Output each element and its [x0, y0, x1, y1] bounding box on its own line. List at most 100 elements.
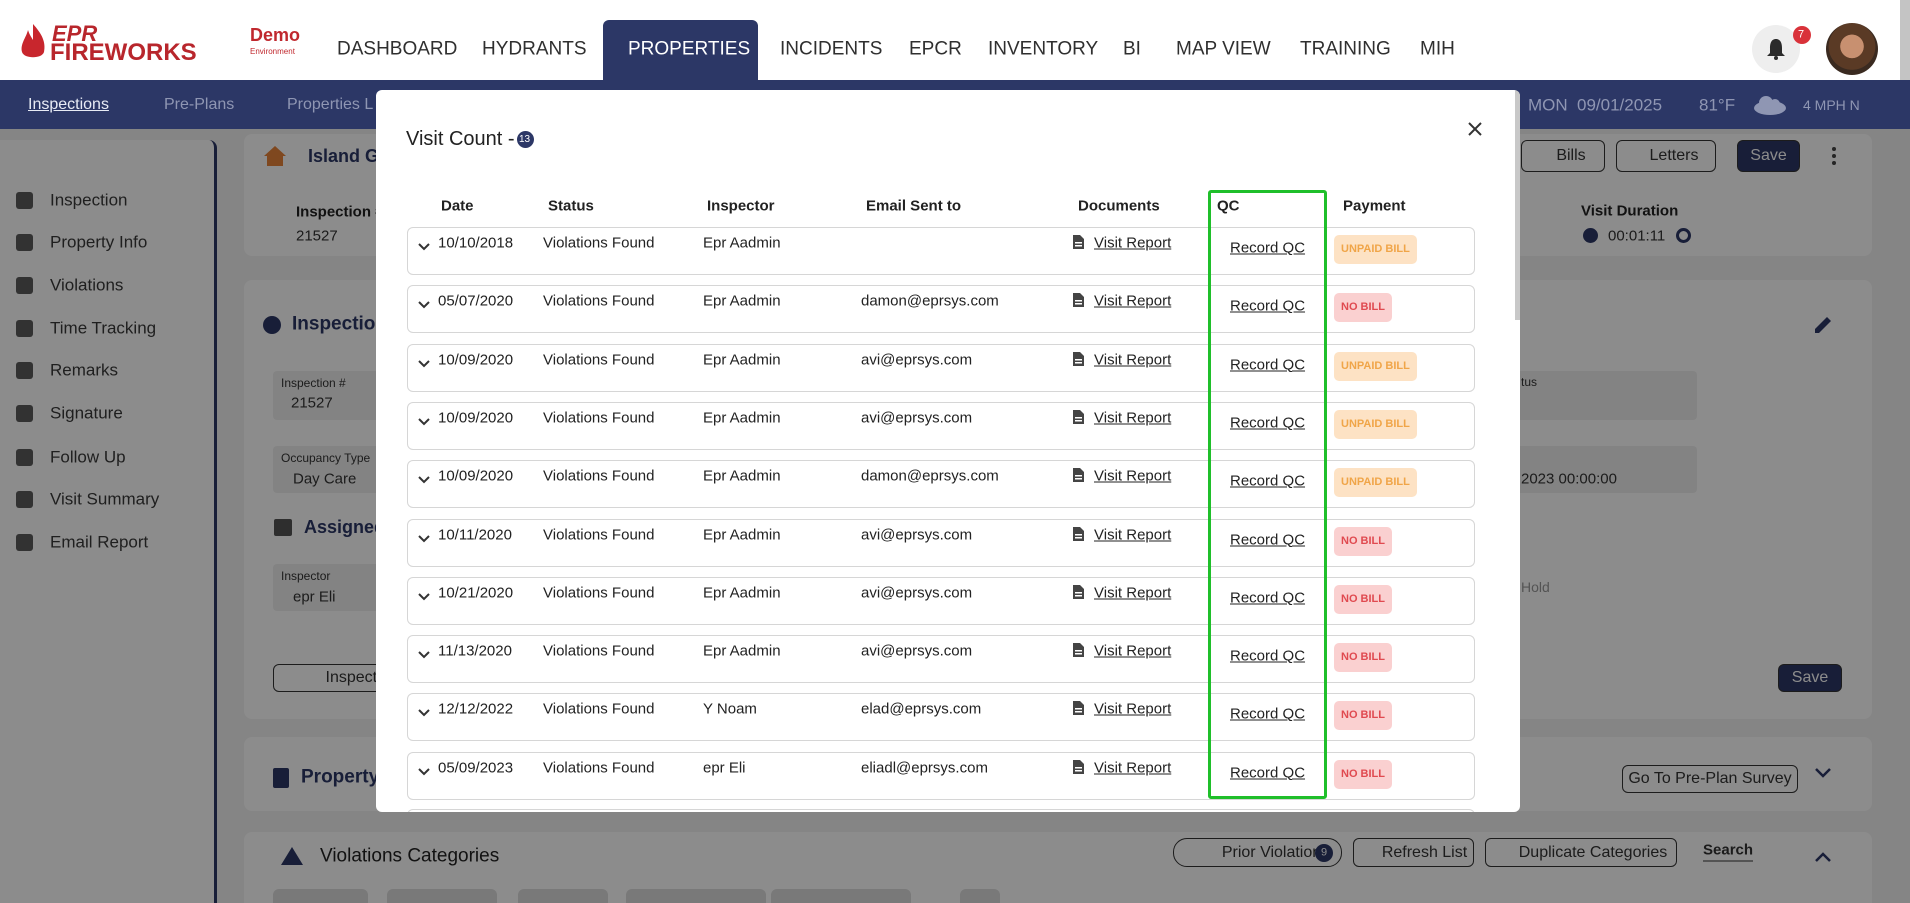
document-icon-svg — [1073, 526, 1084, 541]
tab-pill — [960, 889, 1000, 903]
sidebar-item[interactable]: Violations — [50, 275, 124, 295]
record-qc-link[interactable]: Record QC — [1230, 705, 1306, 723]
subnav-item[interactable]: Inspections — [28, 96, 109, 113]
record-qc-link[interactable]: Record QC — [1230, 647, 1306, 665]
avatar[interactable] — [1826, 23, 1878, 75]
save-button[interactable]: Save — [1778, 664, 1842, 692]
payment-badge: UNPAID BILL — [1334, 235, 1417, 264]
record-qc-link[interactable]: Record QC — [1230, 297, 1306, 315]
document-icon-svg — [1073, 759, 1084, 774]
visit-report-link[interactable]: Visit Report — [1094, 584, 1172, 602]
row-expand[interactable] — [417, 356, 431, 368]
row-expand[interactable] — [417, 589, 431, 601]
nav-item[interactable]: INVENTORY — [988, 38, 1099, 60]
record-qc-link[interactable]: Record QC — [1230, 472, 1306, 490]
save-button[interactable]: Save — [1737, 140, 1800, 172]
payment-status: UNPAID BILL — [1341, 417, 1410, 430]
nav-item[interactable]: BI — [1123, 38, 1141, 60]
row-expand[interactable] — [417, 531, 431, 542]
row-status: Violations Found — [543, 234, 655, 252]
visit-report-link[interactable]: Visit Report — [1094, 467, 1172, 485]
letters-button-label: Letters — [1649, 147, 1699, 164]
record-qc-link[interactable]: Record QC — [1230, 531, 1306, 548]
sidebar-item[interactable]: Time Tracking — [50, 318, 157, 338]
row-date: 05/09/2023 — [438, 759, 514, 777]
document-icon — [1073, 351, 1084, 366]
warning-icon-svg — [281, 847, 303, 865]
row-expand[interactable] — [417, 705, 431, 717]
visit-report-link[interactable]: Visit Report — [1094, 292, 1172, 310]
payment-status: NO BILL — [1341, 767, 1385, 780]
row-expand[interactable] — [417, 647, 431, 659]
sidebar-icon — [16, 491, 33, 508]
row-expand[interactable] — [417, 297, 431, 309]
nav-item[interactable]: PROPERTIES — [628, 38, 751, 60]
visit-report-link[interactable]: Visit Report — [1094, 642, 1172, 660]
chevron-down — [1814, 766, 1832, 778]
row-status: Violations Found — [543, 642, 655, 660]
record-qc-link[interactable]: Record QC — [1230, 764, 1306, 782]
visit-report-link[interactable]: Visit Report — [1094, 700, 1172, 718]
sidebar-item[interactable]: Visit Summary — [50, 489, 160, 509]
row-expand[interactable] — [417, 472, 431, 484]
sidebar-item[interactable]: Email Report — [50, 532, 149, 552]
row-expand[interactable] — [417, 764, 431, 776]
pre-plan-button[interactable]: Go To Pre-Plan Survey — [1622, 765, 1798, 793]
table-row — [407, 751, 1475, 800]
row-email: avi@eprsys.com — [861, 584, 973, 602]
row-inspector: epr Eli — [703, 759, 746, 777]
record-qc-link[interactable]: Record QC — [1230, 589, 1306, 607]
row-date: 10/11/2020 — [438, 526, 512, 543]
sidebar-item[interactable]: Remarks — [50, 360, 119, 380]
sidebar-item[interactable]: Property Info — [50, 232, 148, 252]
row-inspector: Epr Aadmin — [703, 351, 781, 369]
document-icon — [1073, 409, 1084, 424]
record-qc-link[interactable]: Record QC — [1230, 414, 1306, 432]
field-value: epr Eli — [293, 588, 336, 606]
letters-button[interactable]: Letters — [1616, 140, 1716, 172]
bills-button[interactable]: Bills — [1521, 140, 1605, 172]
row-expand-svg — [418, 767, 430, 776]
visit-report-link[interactable]: Visit Report — [1094, 526, 1172, 543]
nav-item[interactable]: HYDRANTS — [482, 38, 587, 60]
search-link[interactable]: Search — [1703, 843, 1754, 862]
nav-item[interactable]: MAP VIEW — [1176, 38, 1271, 60]
row-expand-svg — [418, 709, 430, 717]
subnav-item[interactable]: Properties L — [287, 96, 374, 113]
visit-report-link[interactable]: Visit Report — [1094, 409, 1172, 427]
sidebar-icon — [16, 449, 33, 466]
nav-item[interactable]: TRAINING — [1300, 38, 1391, 60]
nav-item[interactable]: EPCR — [909, 38, 962, 60]
row-expand[interactable] — [417, 414, 431, 426]
prior-violations-button[interactable]: Prior Violations — [1173, 838, 1342, 867]
sidebar-item[interactable]: Signature — [50, 403, 123, 423]
sidebar-icon — [16, 192, 33, 209]
subnav-item[interactable]: Pre-Plans — [164, 96, 235, 113]
payment-badge: UNPAID BILL — [1334, 409, 1417, 439]
row-status: Violations Found — [543, 292, 655, 310]
row-date: 05/07/2020 — [438, 292, 514, 310]
visit-report-link[interactable]: Visit Report — [1094, 234, 1172, 252]
visit-report-link[interactable]: Visit Report — [1094, 351, 1172, 369]
nav-item[interactable]: INCIDENTS — [780, 38, 883, 60]
assigned-icon — [274, 519, 292, 536]
payment-status: UNPAID BILL — [1341, 243, 1410, 255]
duplicate-button[interactable]: Duplicate Categories — [1485, 838, 1677, 867]
sidebar-item[interactable]: Follow Up — [50, 447, 126, 467]
row-email: avi@eprsys.com — [861, 409, 973, 427]
nav-item[interactable]: MIH — [1420, 38, 1455, 60]
record-qc-link[interactable]: Record QC — [1230, 356, 1306, 374]
nav-item[interactable]: DASHBOARD — [337, 38, 458, 60]
cloud-icon — [1752, 95, 1788, 115]
record-qc-link[interactable]: Record QC — [1230, 239, 1306, 257]
visit-report-link[interactable]: Visit Report — [1094, 759, 1172, 777]
inspection-number-label: Inspection # — [296, 203, 384, 221]
column-header: Status — [548, 197, 594, 215]
chevron-up — [1814, 850, 1832, 862]
sidebar-item[interactable]: Inspection — [50, 190, 128, 210]
logo-top: EPR — [52, 21, 98, 46]
close-icon[interactable] — [1467, 121, 1483, 137]
row-expand[interactable] — [417, 239, 431, 251]
refresh-button[interactable]: Refresh List — [1353, 838, 1474, 867]
document-icon — [1073, 526, 1084, 541]
